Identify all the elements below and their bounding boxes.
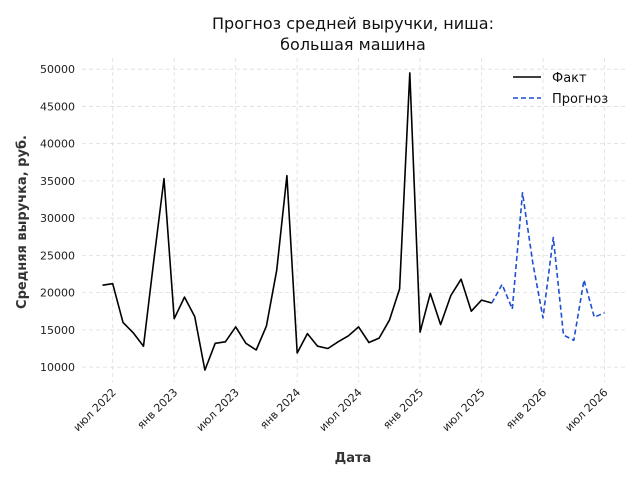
- y-tick-label: 15000: [40, 324, 75, 337]
- x-tick-label: июл 2024: [317, 386, 365, 434]
- x-axis-label: Дата: [335, 451, 372, 466]
- y-tick-label: 10000: [40, 361, 75, 374]
- legend-label-forecast: Прогноз: [552, 92, 608, 107]
- x-tick-label: июл 2026: [563, 386, 611, 434]
- x-tick-label: июл 2022: [71, 386, 119, 434]
- legend: Факт Прогноз: [513, 71, 608, 107]
- y-tick-label: 25000: [40, 249, 75, 262]
- series-line-forecast: [491, 192, 605, 342]
- y-tick-label: 40000: [40, 138, 75, 151]
- x-tick-label: янв 2023: [135, 386, 181, 432]
- x-tick-label: янв 2024: [257, 386, 303, 432]
- x-axis-ticks: июл 2022 янв 2023 июл 2023 янв 2024 июл 2024…: [71, 386, 611, 434]
- x-tick-label: июл 2025: [440, 386, 488, 434]
- x-tick-label: янв 2026: [503, 386, 549, 432]
- y-tick-label: 45000: [40, 100, 75, 113]
- y-tick-label: 30000: [40, 212, 75, 225]
- y-axis-ticks: 10000 15000 20000 25000 30000 35000 40000 45000…: [40, 63, 75, 374]
- grid-layer: [82, 58, 625, 382]
- chart-title-line-2: большая машина: [280, 35, 426, 54]
- y-axis-label: Средняя выручка, руб.: [15, 135, 30, 309]
- x-tick-label: янв 2025: [380, 386, 426, 432]
- chart-title-line-1: Прогноз средней выручки, ниша:: [212, 14, 494, 33]
- series-layer: [102, 72, 605, 371]
- y-tick-label: 35000: [40, 175, 75, 188]
- y-tick-label: 20000: [40, 287, 75, 300]
- x-tick-label: июл 2023: [194, 386, 242, 434]
- y-tick-label: 50000: [40, 63, 75, 76]
- legend-label-fact: Факт: [552, 71, 587, 86]
